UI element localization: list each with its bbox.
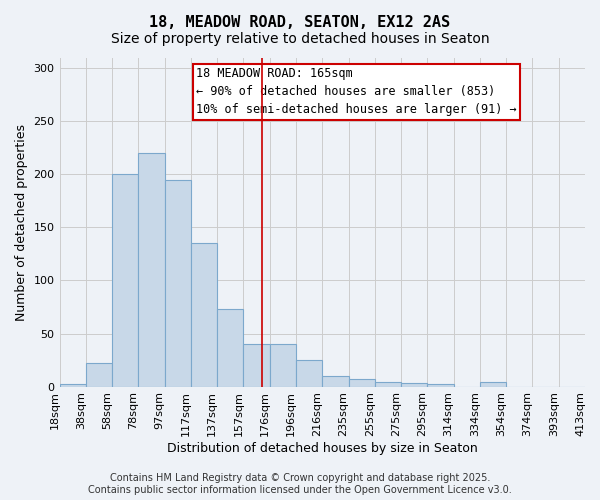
Bar [427, 384, 454, 386]
Bar [270, 344, 296, 387]
Bar [86, 363, 112, 386]
X-axis label: Distribution of detached houses by size in Seaton: Distribution of detached houses by size … [167, 442, 478, 455]
Bar [296, 360, 322, 386]
Y-axis label: Number of detached properties: Number of detached properties [15, 124, 28, 320]
Bar [191, 244, 217, 386]
Bar [59, 384, 86, 386]
Bar [244, 344, 270, 387]
Bar [217, 309, 244, 386]
Text: Size of property relative to detached houses in Seaton: Size of property relative to detached ho… [110, 32, 490, 46]
Bar [322, 376, 349, 386]
Bar [480, 382, 506, 386]
Text: 18 MEADOW ROAD: 165sqm
← 90% of detached houses are smaller (853)
10% of semi-de: 18 MEADOW ROAD: 165sqm ← 90% of detached… [196, 68, 517, 116]
Bar [139, 153, 164, 386]
Text: 18, MEADOW ROAD, SEATON, EX12 2AS: 18, MEADOW ROAD, SEATON, EX12 2AS [149, 15, 451, 30]
Bar [401, 384, 427, 386]
Bar [164, 180, 191, 386]
Bar [375, 382, 401, 386]
Bar [112, 174, 139, 386]
Text: Contains HM Land Registry data © Crown copyright and database right 2025.
Contai: Contains HM Land Registry data © Crown c… [88, 474, 512, 495]
Bar [349, 379, 375, 386]
